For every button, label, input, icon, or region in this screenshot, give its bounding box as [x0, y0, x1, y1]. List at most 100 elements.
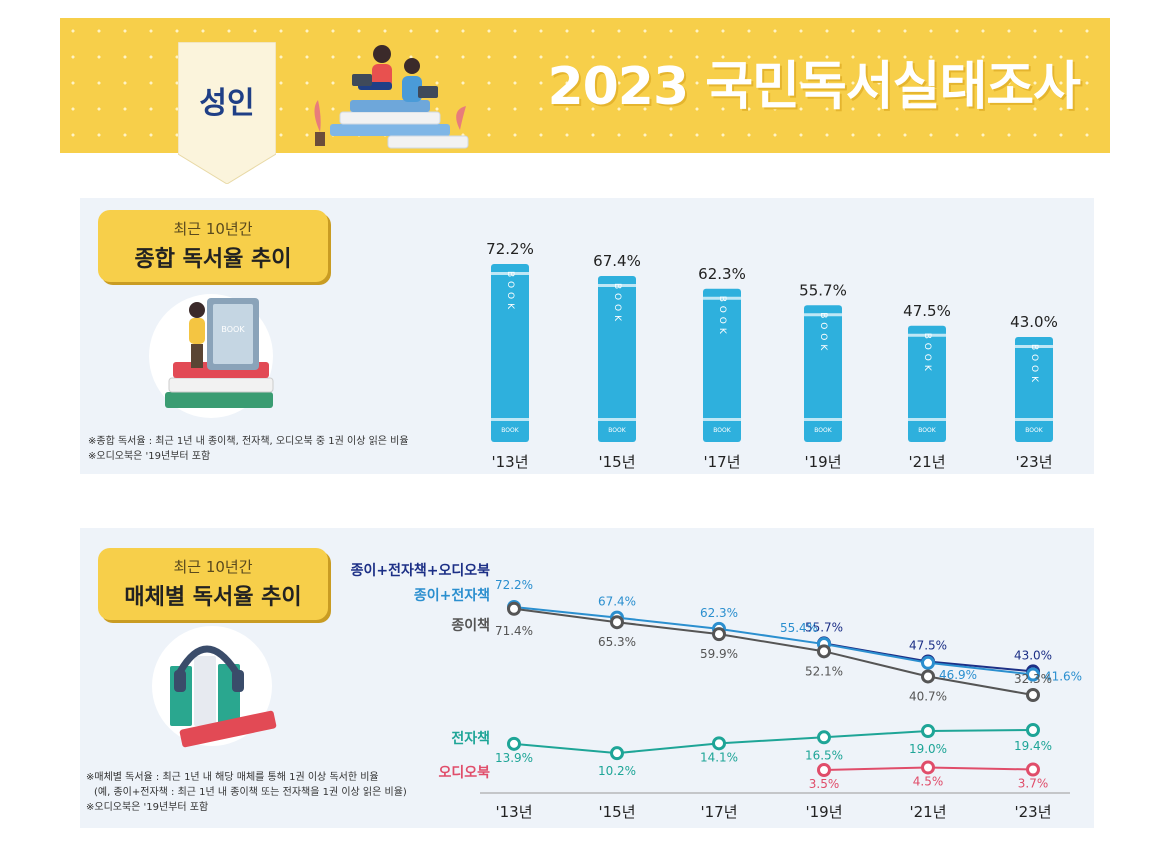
note-line: ※종합 독서율 : 최근 1년 내 종이책, 전자책, 오디오북 중 1권 이상… — [88, 436, 409, 447]
book-band — [908, 333, 946, 337]
x-tick-label: '21년 — [909, 803, 946, 821]
book-band — [1015, 345, 1053, 348]
data-label: 62.3% — [700, 606, 738, 620]
book-band — [1015, 418, 1053, 421]
data-label: 65.3% — [598, 635, 636, 649]
book-band — [491, 418, 529, 421]
data-label: 19.0% — [909, 742, 947, 756]
book-bar — [1015, 337, 1053, 442]
data-point — [1026, 667, 1040, 682]
book-band — [703, 296, 741, 300]
book-band — [491, 272, 529, 275]
data-label: 3.5% — [809, 777, 840, 791]
legend-label: 종이+전자책 — [414, 587, 490, 604]
section-label-overall: 최근 10년간 종합 독서율 추이 — [98, 210, 328, 282]
data-label: 40.7% — [909, 689, 947, 703]
book-bar — [598, 276, 636, 442]
book-bar — [908, 325, 946, 442]
data-label: 55.7% — [805, 620, 843, 634]
book-spine-label: BOOK — [1029, 344, 1039, 386]
data-point — [921, 760, 935, 775]
data-point — [817, 763, 831, 777]
data-point — [921, 669, 935, 684]
x-tick-label: '19년 — [804, 453, 841, 470]
section-label-main: 종합 독서율 추이 — [134, 247, 292, 272]
data-point — [1026, 762, 1040, 777]
data-label: 72.2% — [495, 578, 533, 592]
data-label: 10.2% — [598, 764, 636, 778]
x-tick-label: '23년 — [1014, 803, 1051, 821]
bar-value-label: 62.3% — [698, 265, 746, 283]
overall-reading-rate-bar-chart: BOOK BOOK 72.2% '13년 BOOK BOOK 67.4% '15년 BOOK BO… — [486, 240, 1058, 470]
data-point — [712, 627, 726, 642]
note-line: ※오디오북은 '19년부터 포함 — [88, 451, 211, 462]
section-label-sub: 최근 10년간 — [173, 220, 253, 238]
x-tick-label: '15년 — [598, 803, 635, 821]
data-label: 19.4% — [1014, 739, 1052, 753]
x-tick-label: '17년 — [700, 803, 737, 821]
reader-tablet-illustration: BOOK — [149, 294, 274, 418]
book-foot-label: BOOK — [501, 427, 519, 434]
badge-ribbon — [178, 42, 276, 184]
data-label: 43.0% — [1014, 648, 1052, 662]
data-label: 46.9% — [939, 668, 977, 682]
data-point — [507, 736, 521, 751]
legend-label: 오디오북 — [438, 765, 490, 781]
x-tick-label: '21년 — [908, 453, 945, 470]
x-tick-label: '15년 — [598, 453, 635, 470]
data-point — [1026, 688, 1040, 702]
book-band — [908, 418, 946, 421]
data-label: 71.4% — [495, 624, 533, 638]
x-tick-label: '19년 — [805, 803, 842, 821]
book-band — [703, 418, 741, 421]
note-line: ※매체별 독서율 : 최근 1년 내 해당 매체를 통해 1권 이상 독서한 비… — [86, 772, 379, 783]
data-point — [507, 601, 521, 616]
data-label: 41.6% — [1044, 669, 1082, 683]
section2-notes: ※매체별 독서율 : 최근 1년 내 해당 매체를 통해 1권 이상 독서한 비… — [86, 770, 407, 815]
data-label: 52.1% — [805, 664, 843, 678]
book-band — [598, 418, 636, 421]
book-foot-label: BOOK — [1025, 427, 1043, 434]
readers-illustration — [314, 45, 469, 149]
data-label: 59.9% — [700, 647, 738, 661]
data-label: 4.5% — [913, 774, 944, 788]
data-point — [712, 736, 726, 751]
x-tick-label: '13년 — [495, 803, 532, 821]
data-point — [610, 615, 624, 630]
data-point — [921, 724, 935, 739]
data-label: 47.5% — [909, 638, 947, 652]
x-tick-label: '17년 — [703, 453, 740, 470]
bar-value-label: 43.0% — [1010, 313, 1058, 331]
section-label-main: 매체별 독서율 추이 — [124, 585, 302, 610]
book-spine-label: BOOK — [818, 312, 828, 354]
legend-label: 전자책 — [451, 730, 490, 747]
media-reading-rate-line-chart: 55.7% 47.5% 43.0% 종이+전자책+오디오북 72.2% 67.4% 62.3… — [351, 562, 1082, 821]
book-spine-label: BOOK — [922, 333, 932, 375]
book-band — [598, 284, 636, 287]
data-point — [921, 655, 935, 670]
data-point — [610, 746, 624, 761]
note-line: (예, 종이+전자책 : 최근 1년 내 종이책 또는 전자책을 1권 이상 읽… — [94, 787, 407, 798]
data-label: 3.7% — [1018, 776, 1049, 790]
section-label-sub: 최근 10년간 — [173, 558, 253, 576]
data-label: 13.9% — [495, 751, 533, 765]
series-line — [513, 607, 1034, 696]
legend-label: 종이+전자책+오디오북 — [351, 562, 491, 579]
book-bar — [804, 305, 842, 442]
data-label: 14.1% — [700, 750, 738, 764]
series-line — [513, 729, 1034, 755]
legend-label: 종이책 — [451, 617, 490, 634]
x-tick-label: '13년 — [491, 453, 528, 470]
data-point — [817, 730, 831, 745]
data-label: 32.3% — [1014, 672, 1052, 686]
data-label: 16.5% — [805, 748, 843, 762]
data-label: 55.4% — [780, 621, 818, 635]
book-foot-label: BOOK — [814, 427, 832, 434]
data-point — [817, 644, 831, 659]
section1-notes: ※종합 독서율 : 최근 1년 내 종이책, 전자책, 오디오북 중 1권 이상… — [88, 434, 409, 464]
book-foot-label: BOOK — [608, 427, 626, 434]
bar-value-label: 67.4% — [593, 252, 641, 270]
bar-value-label: 47.5% — [903, 302, 951, 320]
page-title: 2023 국민독서실태조사 — [547, 57, 1081, 117]
book-band — [804, 418, 842, 421]
